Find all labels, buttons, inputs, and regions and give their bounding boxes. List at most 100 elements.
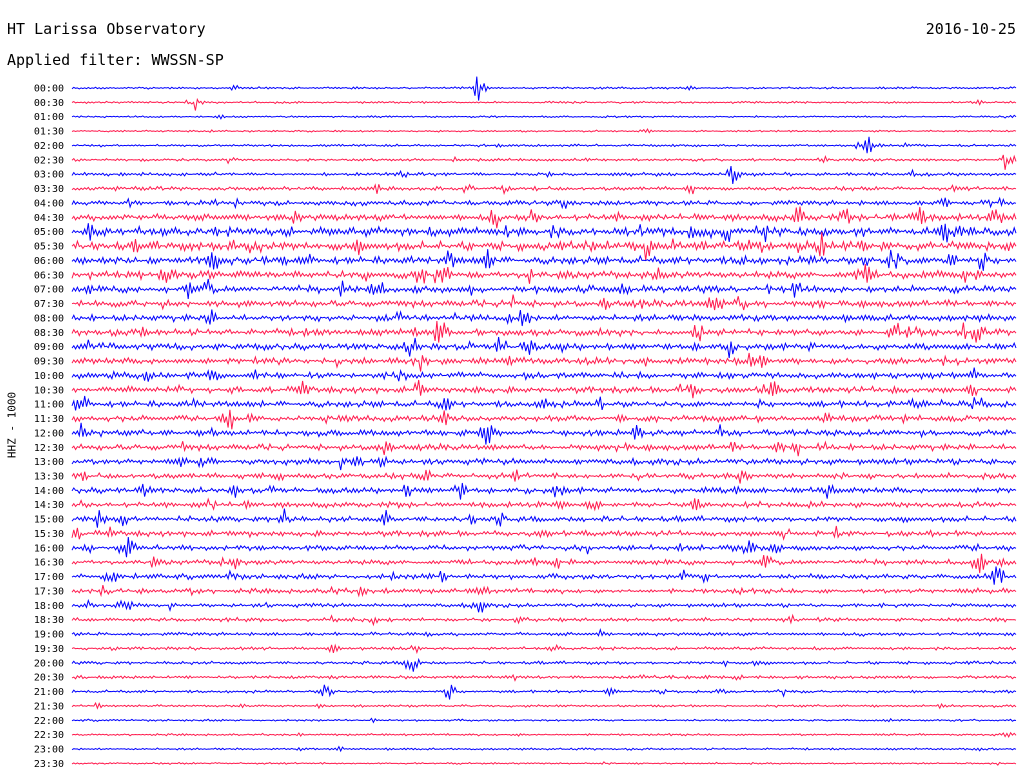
row-time-label: 11:30 <box>34 414 64 425</box>
row-time-label: 04:30 <box>34 213 64 224</box>
row-time-label: 02:30 <box>34 155 64 166</box>
row-time-label: 10:00 <box>34 371 64 382</box>
row-time-label: 21:00 <box>34 687 64 698</box>
row-time-label: 06:00 <box>34 256 64 267</box>
trace-line <box>71 598 1017 613</box>
row-time-label: 00:00 <box>34 84 64 95</box>
trace-line <box>71 395 1017 411</box>
trace-line <box>71 154 1017 170</box>
row-time-label: 23:00 <box>34 745 64 756</box>
trace-line <box>71 114 1017 120</box>
trace-line <box>71 440 1017 457</box>
row-time-label: 18:30 <box>34 615 64 626</box>
row-time-label: 06:30 <box>34 270 64 281</box>
row-time-label: 01:30 <box>34 127 64 138</box>
trace-line <box>71 673 1017 682</box>
chart-title: HT Larissa Observatory <box>7 20 206 38</box>
row-time-label: 11:00 <box>34 400 64 411</box>
trace-line <box>71 321 1017 343</box>
trace-line <box>71 352 1017 372</box>
row-time-label: 13:00 <box>34 457 64 468</box>
trace-line <box>71 613 1017 627</box>
row-time-label: 04:00 <box>34 198 64 209</box>
trace-line <box>71 183 1017 196</box>
row-time-label: 00:30 <box>34 98 64 109</box>
trace-line <box>71 206 1017 229</box>
row-time-label: 12:00 <box>34 428 64 439</box>
row-time-label: 19:00 <box>34 630 64 641</box>
trace-line <box>71 249 1017 271</box>
trace-line <box>71 745 1017 753</box>
row-time-label: 19:30 <box>34 644 64 655</box>
row-time-label: 12:30 <box>34 443 64 454</box>
row-time-label: 03:30 <box>34 184 64 195</box>
row-time-label: 15:00 <box>34 515 64 526</box>
trace-line <box>71 657 1017 672</box>
trace-line <box>71 584 1017 598</box>
row-time-label: 21:30 <box>34 701 64 712</box>
row-time-label: 01:00 <box>34 112 64 123</box>
row-time-label: 17:00 <box>34 572 64 583</box>
trace-line <box>71 263 1017 284</box>
trace-line <box>71 525 1017 541</box>
row-time-label: 02:00 <box>34 141 64 152</box>
trace-line <box>71 196 1017 210</box>
trace-line <box>71 128 1017 134</box>
trace-line <box>71 278 1017 300</box>
row-time-label: 23:30 <box>34 759 64 770</box>
trace-line <box>71 367 1017 382</box>
trace-line <box>71 336 1017 359</box>
row-time-label: 13:30 <box>34 471 64 482</box>
row-time-label: 08:30 <box>34 328 64 339</box>
row-time-label: 03:00 <box>34 170 64 181</box>
trace-line <box>71 566 1017 585</box>
row-time-label: 05:30 <box>34 242 64 253</box>
trace-line <box>71 701 1017 710</box>
trace-line <box>71 223 1017 243</box>
trace-line <box>71 422 1017 445</box>
trace-line <box>71 76 1017 101</box>
row-time-label: 22:00 <box>34 716 64 727</box>
trace-line <box>71 309 1017 327</box>
row-time-label: 20:00 <box>34 658 64 669</box>
row-time-label: 16:30 <box>34 558 64 569</box>
row-time-label: 07:00 <box>34 285 64 296</box>
row-time-label: 10:30 <box>34 385 64 396</box>
row-time-label: 18:00 <box>34 601 64 612</box>
trace-line <box>71 537 1017 558</box>
row-time-label: 17:30 <box>34 586 64 597</box>
row-time-label: 09:30 <box>34 357 64 368</box>
row-time-label: 22:30 <box>34 730 64 741</box>
row-time-label: 05:00 <box>34 227 64 238</box>
trace-line <box>71 628 1017 638</box>
trace-line <box>71 166 1017 184</box>
chart-date: 2016-10-25 <box>925 20 1016 38</box>
trace-line <box>71 469 1017 484</box>
trace-line <box>71 379 1017 399</box>
trace-line <box>71 455 1017 471</box>
trace-line <box>71 508 1017 528</box>
row-time-label: 07:30 <box>34 299 64 310</box>
trace-line <box>71 717 1017 724</box>
trace-line <box>71 643 1017 655</box>
row-time-label: 16:00 <box>34 543 64 554</box>
trace-line <box>71 482 1017 500</box>
filter-label: Applied filter: WWSSN-SP <box>7 51 224 69</box>
row-time-label: 08:00 <box>34 313 64 324</box>
trace-line <box>71 497 1017 512</box>
trace-line <box>71 136 1017 154</box>
trace-line <box>71 97 1017 111</box>
row-time-label: 20:30 <box>34 673 64 684</box>
trace-line <box>71 232 1017 261</box>
trace-line <box>71 731 1017 739</box>
trace-line <box>71 761 1017 766</box>
trace-line <box>71 684 1017 700</box>
row-time-label: 14:00 <box>34 486 64 497</box>
row-time-label: 15:30 <box>34 529 64 540</box>
trace-line <box>71 553 1017 574</box>
row-time-label: 14:30 <box>34 500 64 511</box>
trace-line <box>71 294 1017 311</box>
row-time-label: 09:00 <box>34 342 64 353</box>
trace-line <box>71 409 1017 430</box>
